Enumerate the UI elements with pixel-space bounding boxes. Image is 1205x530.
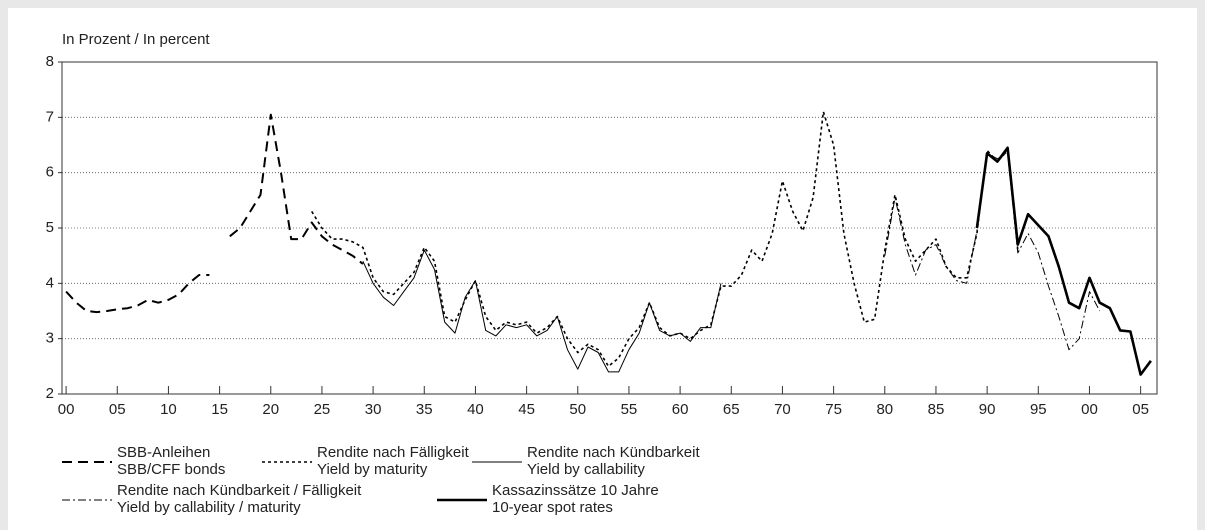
- x-tick-label: 80: [876, 401, 893, 418]
- legend-label: 10-year spot rates: [492, 499, 613, 516]
- y-tick-label: 5: [46, 219, 54, 236]
- series-line: [362, 249, 722, 373]
- legend-label: SBB/CFF bonds: [117, 461, 225, 478]
- legend-label: Rendite nach Kündbarkeit: [527, 444, 700, 461]
- legend-label: Rendite nach Fälligkeit: [317, 444, 470, 461]
- x-tick-label: 65: [723, 401, 740, 418]
- x-tick-label: 45: [518, 401, 535, 418]
- series-line: [65, 113, 364, 314]
- x-tick-label: 70: [774, 401, 791, 418]
- x-tick-label: 55: [621, 401, 638, 418]
- y-axis-label: In Prozent / In percent: [62, 31, 210, 48]
- x-tick-label: 25: [314, 401, 331, 418]
- x-tick-label: 40: [467, 401, 484, 418]
- y-tick-label: 2: [46, 385, 54, 402]
- legend-label: Yield by callability: [527, 461, 645, 478]
- y-tick-label: 8: [46, 53, 54, 70]
- x-tick-label: 75: [825, 401, 842, 418]
- legend-label: Yield by maturity: [317, 461, 428, 478]
- x-tick-label: 85: [928, 401, 945, 418]
- x-tick-label: 10: [160, 401, 177, 418]
- legend-label: Kassazinssätze 10 Jahre: [492, 482, 659, 499]
- legend-label: Rendite nach Kündbarkeit / Fälligkeit: [117, 482, 362, 499]
- x-tick-label: 30: [365, 401, 382, 418]
- x-tick-label: 95: [1030, 401, 1047, 418]
- x-tick-label: 00: [1081, 401, 1098, 418]
- x-tick-label: 90: [979, 401, 996, 418]
- x-tick-label: 05: [1132, 401, 1149, 418]
- x-tick-label: 35: [416, 401, 433, 418]
- legend-label: Yield by callability / maturity: [117, 499, 301, 516]
- y-tick-label: 7: [46, 108, 54, 125]
- series-line: [975, 146, 1152, 376]
- x-tick-label: 60: [672, 401, 689, 418]
- y-tick-label: 4: [46, 274, 54, 291]
- x-tick-label: 05: [109, 401, 126, 418]
- x-tick-label: 50: [569, 401, 586, 418]
- x-tick-label: 00: [58, 401, 75, 418]
- x-tick-label: 20: [262, 401, 279, 418]
- series-line: [884, 152, 1101, 351]
- y-tick-label: 6: [46, 164, 54, 181]
- y-tick-label: 3: [46, 330, 54, 347]
- legend-label: SBB-Anleihen: [117, 444, 210, 461]
- series-line: [311, 111, 1019, 368]
- panel: [8, 8, 1197, 530]
- x-tick-label: 15: [211, 401, 228, 418]
